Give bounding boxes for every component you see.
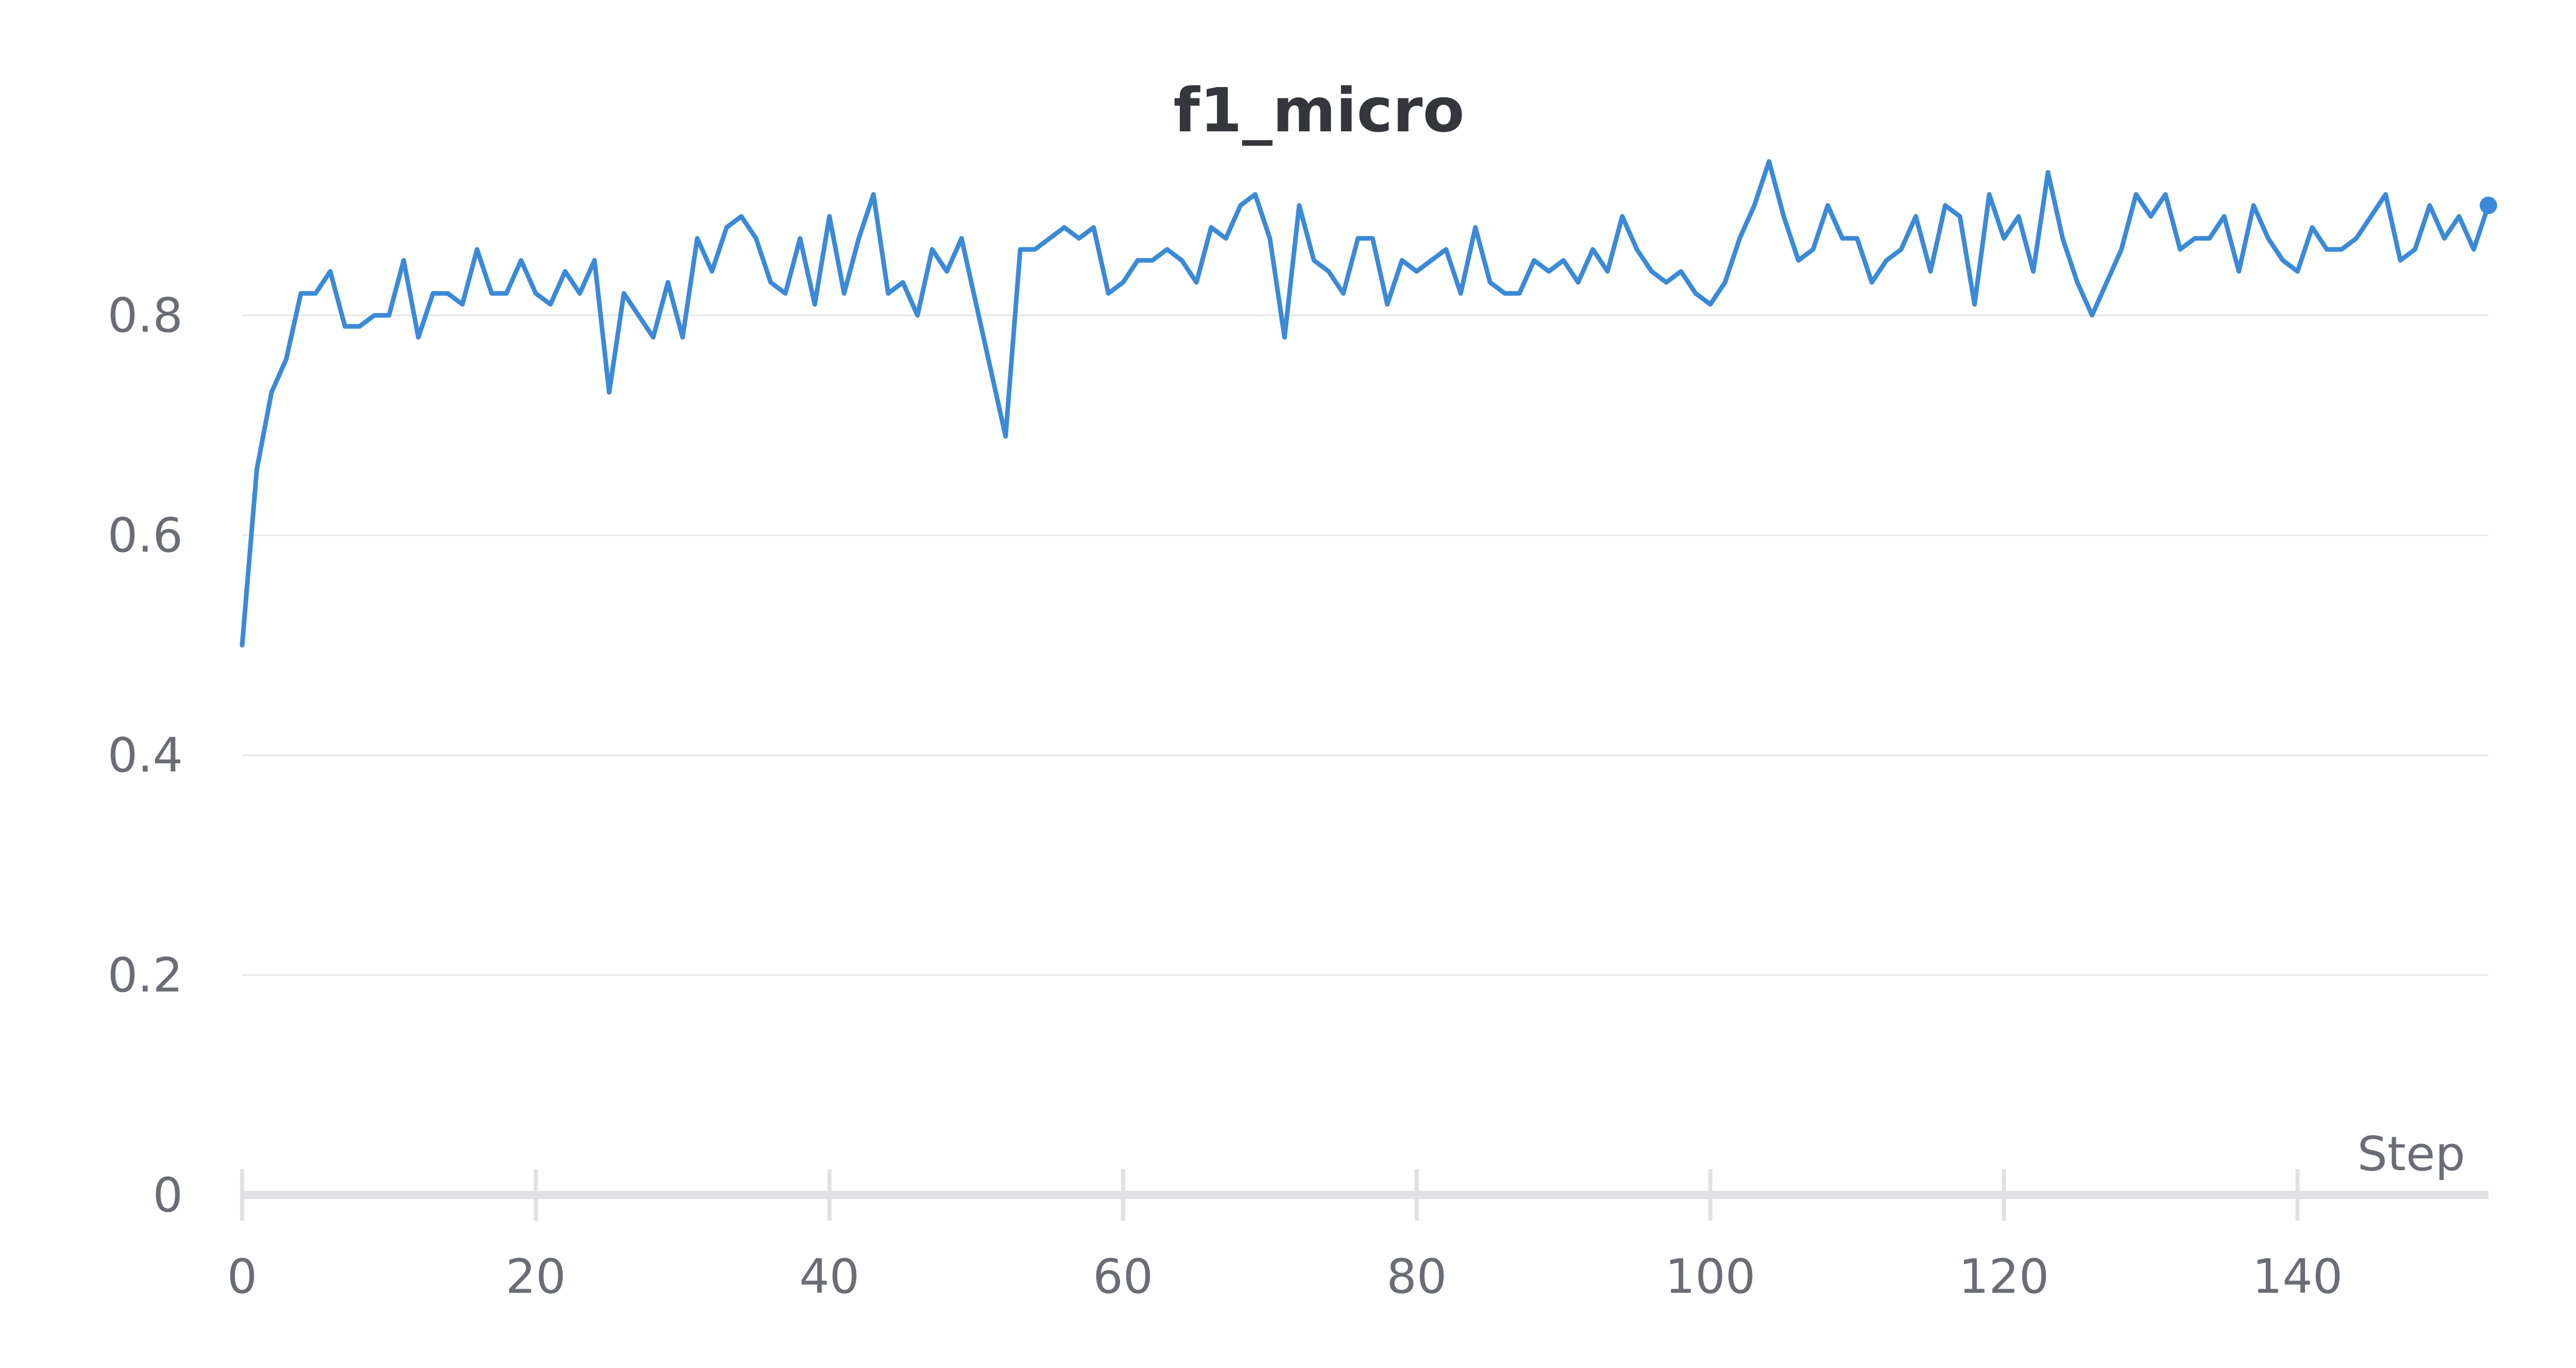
last-point-marker [2480,196,2497,214]
chart-title: f1_micro [1173,75,1464,146]
x-tick-label: 140 [2252,1249,2343,1304]
y-tick-label: 0.4 [108,728,183,783]
series-layer [240,159,2497,648]
x-tick-label: 60 [1093,1249,1153,1304]
y-axis-tick-labels: 0 0.2 0.4 0.6 0.8 [108,288,183,1223]
gridlines [242,314,2488,976]
x-tick-label: 20 [505,1249,566,1304]
x-tick-label: 0 [227,1249,258,1304]
x-tick-label: 80 [1386,1249,1447,1304]
y-tick-label: 0.6 [108,508,183,563]
x-axis-label: Step [2358,1126,2465,1182]
y-tick-label: 0 [152,1168,183,1223]
x-axis: 0 20 40 60 80 100 120 140 [227,1169,2488,1304]
x-tick-label: 100 [1665,1249,1756,1304]
series-line [240,159,2491,648]
y-tick-label: 0.2 [108,948,183,1003]
x-tick-label: 120 [1959,1249,2049,1304]
x-tick-label: 40 [799,1249,859,1304]
y-tick-label: 0.8 [108,288,183,343]
